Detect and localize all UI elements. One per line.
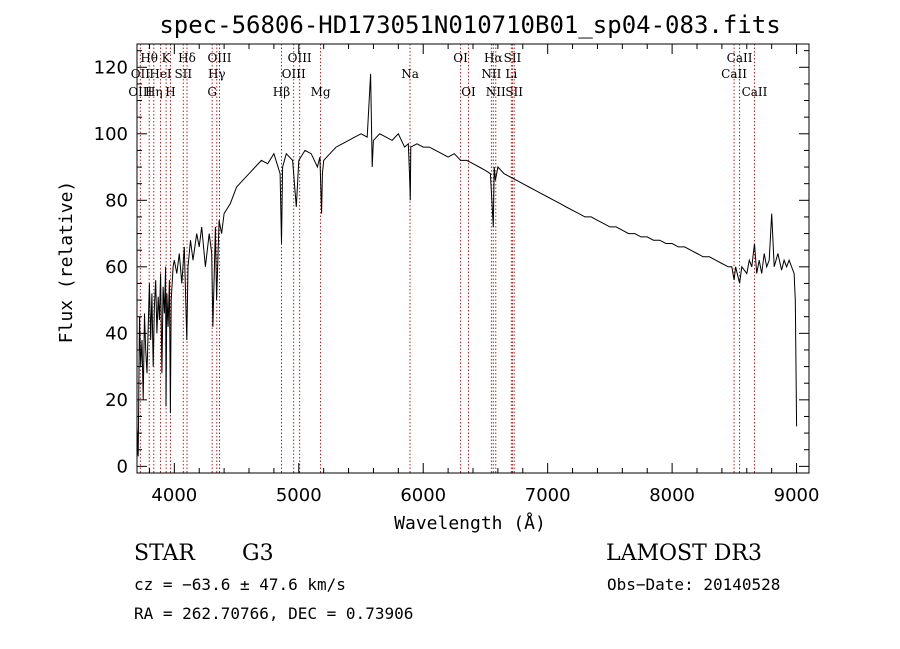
- spectral-line-label: K: [162, 51, 172, 65]
- x-tick-label: 6000: [400, 485, 446, 506]
- spectral-line-label: NII: [486, 85, 506, 99]
- x-tick-label: 9000: [774, 485, 820, 506]
- x-axis: 4000 5000 6000 7000 8000 9000: [148, 44, 820, 506]
- spectral-line-label: OIII: [207, 51, 231, 65]
- y-tick-label: 120: [94, 57, 128, 78]
- y-tick-label: 100: [94, 124, 128, 145]
- spectral-line-label: OIII: [288, 51, 312, 65]
- y-axis: 0 20 40 60 80 100 120: [94, 50, 809, 477]
- spectral-line-label: Hβ: [273, 85, 290, 99]
- obs-date: Obs−Date: 20140528: [607, 575, 781, 594]
- spectral-line-label: CaII: [727, 51, 753, 65]
- spectral-line-label: Hα: [484, 51, 503, 65]
- spectral-line-label: SII: [174, 67, 192, 81]
- spectral-line-label: Hγ: [208, 67, 226, 81]
- spectral-line-label: Hθ: [140, 51, 158, 65]
- spectral-line-label: OII: [131, 67, 151, 81]
- y-tick-label: 40: [105, 323, 128, 344]
- spectral-line-label: OIII: [128, 85, 152, 99]
- plot-frame: [136, 43, 810, 474]
- spectral-line-label: Na: [401, 67, 419, 81]
- spectral-line-label: Li: [505, 67, 517, 81]
- y-tick-label: 60: [105, 257, 128, 278]
- spectral-line-label: OI: [461, 85, 476, 99]
- spectral-line-label: HeI: [149, 67, 172, 81]
- spectral-line-label: H: [165, 85, 175, 99]
- y-tick-label: 80: [105, 190, 128, 211]
- spectral-line-label: OI: [453, 51, 468, 65]
- spectrum-line: [136, 73, 798, 457]
- spectral-line-label: OIII: [282, 67, 306, 81]
- spectral-line-labels: Hθ OII OIII K HeI Hη Hδ SII H OIII Hγ G OIII OIII Hβ Mg…: [128, 51, 767, 99]
- x-tick-label: 8000: [649, 485, 695, 506]
- spectral-line-markers: [139, 44, 755, 473]
- chart-title: spec-56806-HD173051N010710B01_sp04-083.f…: [159, 11, 780, 39]
- spectral-line-label: CaII: [742, 85, 768, 99]
- survey-name: LAMOST DR3: [606, 541, 762, 566]
- spectral-line-label: Hη: [145, 85, 163, 99]
- spectral-line-label: SII: [504, 51, 522, 65]
- y-tick-label: 0: [117, 456, 128, 477]
- x-tick-label: 4000: [151, 485, 197, 506]
- y-tick-label: 20: [105, 390, 128, 411]
- spectral-line-label: CaII: [721, 67, 747, 81]
- spectral-line-label: SII: [505, 85, 523, 99]
- x-tick-label: 7000: [525, 485, 571, 506]
- subclass: G3: [242, 541, 274, 566]
- object-class: STAR: [134, 541, 195, 566]
- coordinates: RA = 262.70766, DEC = 0.73906: [134, 604, 414, 623]
- x-axis-label: Wavelength (Å): [394, 512, 546, 534]
- spectral-line-label: Mg: [311, 85, 331, 99]
- redshift: cz = −63.6 ± 47.6 km/s: [134, 575, 346, 594]
- x-tick-label: 5000: [276, 485, 322, 506]
- spectral-line-label: NII: [481, 67, 501, 81]
- y-axis-label: Flux (relative): [56, 181, 77, 344]
- spectral-line-label: G: [207, 85, 217, 99]
- spectral-line-label: Hδ: [178, 51, 196, 65]
